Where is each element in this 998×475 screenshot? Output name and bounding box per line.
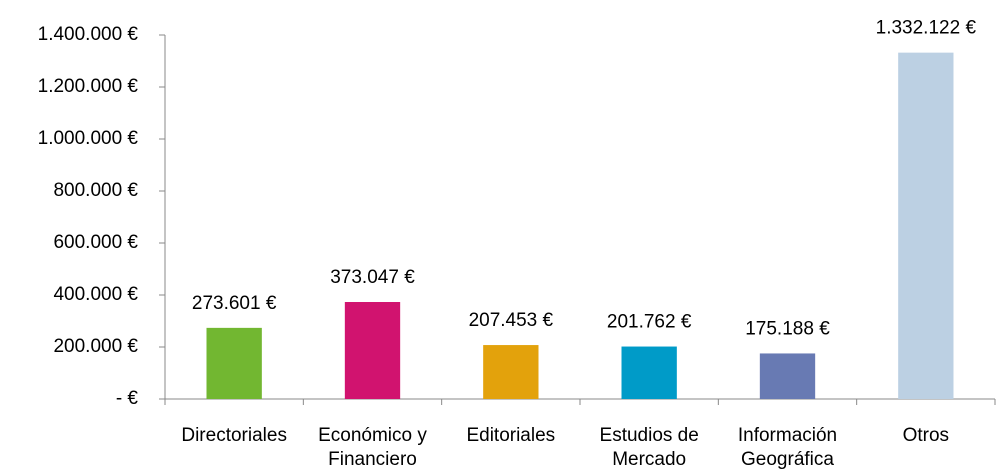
x-tick-label: Directoriales: [181, 425, 287, 446]
value-label: 207.453 €: [469, 310, 554, 331]
y-tick-label: 800.000 €: [53, 180, 138, 201]
y-tick-label: 200.000 €: [53, 336, 138, 357]
x-tick-label: Estudios de Mercado: [599, 425, 699, 470]
y-tick-label: 1.000.000 €: [38, 128, 139, 149]
value-label: 373.047 €: [330, 267, 415, 288]
bar: [344, 302, 401, 399]
value-label: 273.601 €: [192, 293, 277, 314]
y-tick-label: 1.400.000 €: [38, 24, 139, 45]
y-tick-label: - €: [116, 388, 139, 409]
x-tick-label: Información Geográfica: [737, 425, 838, 470]
bar: [621, 346, 677, 399]
y-tick-label: 1.200.000 €: [38, 76, 139, 97]
x-tick-label: Editoriales: [466, 425, 556, 446]
bar: [206, 327, 262, 399]
bar: [759, 353, 816, 399]
x-tick-label: Otros: [902, 425, 950, 446]
y-tick-label: 400.000 €: [53, 284, 138, 305]
bar: [483, 345, 539, 399]
value-label: 201.762 €: [607, 312, 692, 333]
value-label: 175.188 €: [745, 318, 830, 339]
x-tick-label: Económico y Financiero: [318, 425, 427, 470]
bar: [898, 52, 954, 399]
value-label: 1.332.122 €: [876, 18, 977, 39]
y-tick-label: 600.000 €: [53, 232, 138, 253]
